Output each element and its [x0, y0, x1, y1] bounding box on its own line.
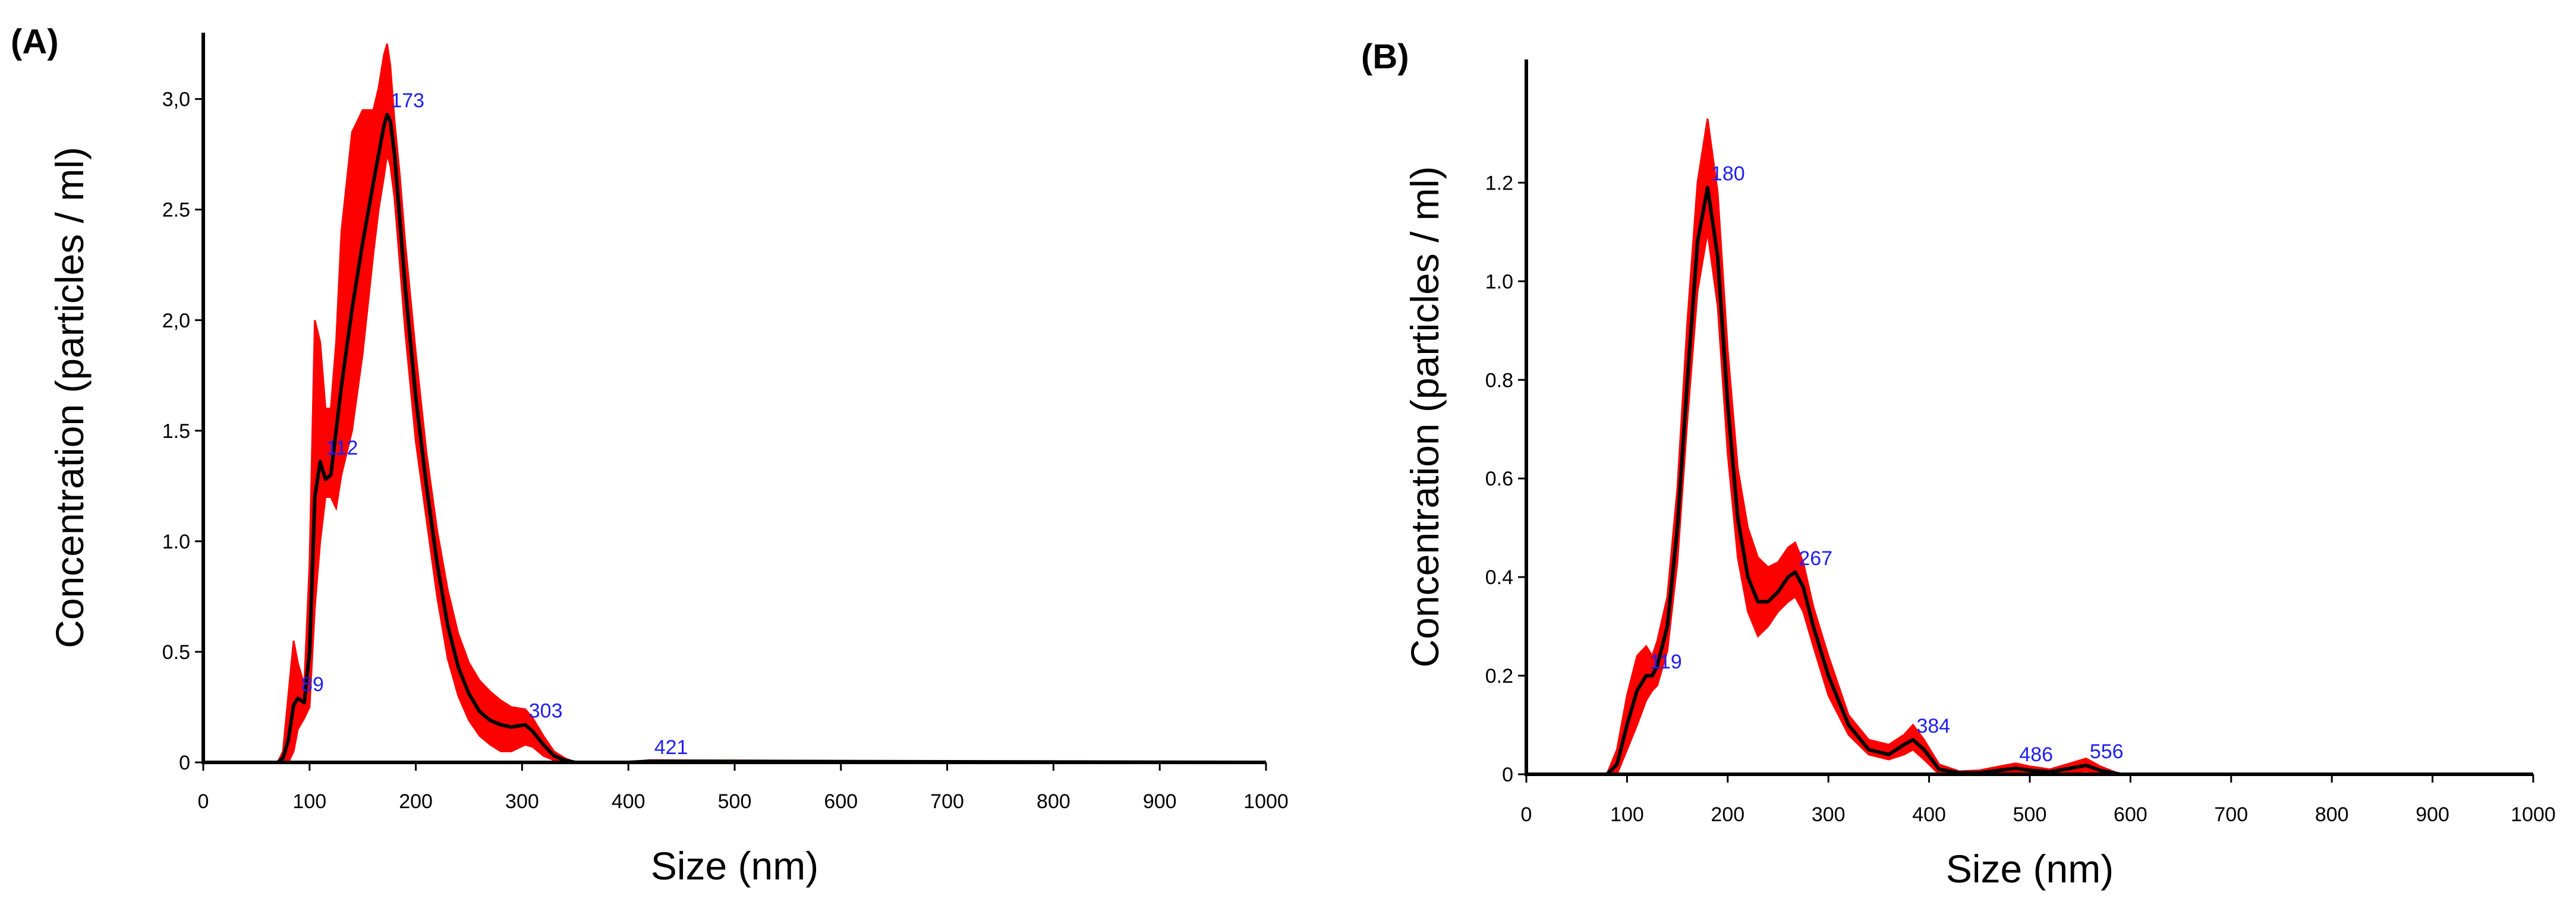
- x-tick-label-b: 1000: [2511, 803, 2556, 826]
- mean-line-a: [203, 112, 1267, 764]
- panel-b: (B) 0 100 200 300 400 500 600 700 800 900 1000 0 0.2…: [1361, 37, 2556, 891]
- y-tick-label-a: 3,0: [162, 89, 190, 111]
- x-tick-label-b: 500: [2013, 803, 2047, 826]
- peak-label-b: 267: [1799, 547, 1832, 570]
- x-tick-label-a: 0: [198, 790, 209, 813]
- y-tick-label-b: 0.6: [1485, 468, 1513, 490]
- x-tick-label-a: 400: [612, 790, 645, 813]
- x-axis-title-a: Size (nm): [651, 844, 818, 888]
- x-tick-label-a: 1000: [1243, 790, 1289, 813]
- x-tick-label-a: 900: [1143, 790, 1177, 813]
- y-tick-label-b: 1.0: [1485, 270, 1513, 293]
- peak-label-a: 89: [301, 673, 324, 696]
- error-band-b: [1526, 118, 2533, 775]
- x-tick-label-a: 100: [292, 790, 326, 813]
- y-axis-title-b: Concentration (particles / ml): [1403, 166, 1447, 668]
- y-tick-label-b: 0.2: [1485, 665, 1513, 688]
- y-tick-label-b: 0: [1502, 764, 1513, 786]
- y-tick-label-a: 2.5: [162, 199, 190, 222]
- panel-a-label: (A): [11, 23, 59, 61]
- y-tick-label-a: 0: [179, 752, 190, 774]
- x-tick-label-a: 700: [930, 790, 964, 813]
- y-axis-title-a: Concentration (particles / ml): [48, 147, 92, 648]
- panel-a: (A) 0 100 200 300 400 500 600 700 800 900 1000 0 0.5…: [11, 23, 1289, 888]
- peak-label-a: 173: [391, 90, 424, 112]
- y-tick-label-a: 2,0: [162, 310, 190, 332]
- y-tick-label-b: 0.4: [1485, 566, 1513, 589]
- y-tick-label-b: 0.8: [1485, 369, 1513, 392]
- x-tick-label-a: 800: [1037, 790, 1070, 813]
- x-tick-label-b: 900: [2416, 803, 2449, 826]
- x-tick-label-a: 600: [824, 790, 858, 813]
- peak-label-b: 384: [1916, 715, 1950, 737]
- peak-label-a: 303: [529, 700, 563, 723]
- peak-label-b: 486: [2019, 743, 2053, 766]
- x-tick-label-a: 200: [399, 790, 433, 813]
- y-tick-label-a: 1.0: [162, 531, 190, 553]
- y-tick-label-b: 1.2: [1485, 172, 1513, 194]
- peak-label-a: 112: [326, 437, 358, 459]
- x-tick-label-b: 200: [1711, 803, 1744, 826]
- x-tick-label-b: 0: [1521, 803, 1532, 826]
- x-axis-title-b: Size (nm): [1946, 847, 2114, 891]
- x-tick-label-b: 300: [1812, 803, 1846, 826]
- peak-label-b: 556: [2090, 740, 2124, 763]
- panel-b-label: (B): [1361, 37, 1409, 76]
- y-tick-label-a: 1.5: [162, 420, 190, 443]
- y-tick-label-a: 0.5: [162, 641, 190, 664]
- x-tick-label-b: 400: [1912, 803, 1946, 826]
- mean-line-b: [1526, 185, 2533, 776]
- x-tick-label-b: 800: [2315, 803, 2349, 826]
- x-tick-label-b: 600: [2114, 803, 2147, 826]
- x-tick-label-a: 300: [505, 790, 539, 813]
- x-tick-label-a: 500: [718, 790, 752, 813]
- x-tick-label-b: 700: [2214, 803, 2248, 826]
- peak-label-b: 180: [1711, 163, 1745, 185]
- peak-label-b: 119: [1650, 651, 1682, 673]
- x-tick-label-b: 100: [1610, 803, 1644, 826]
- peak-label-a: 421: [654, 736, 688, 759]
- error-band-a: [203, 43, 1267, 764]
